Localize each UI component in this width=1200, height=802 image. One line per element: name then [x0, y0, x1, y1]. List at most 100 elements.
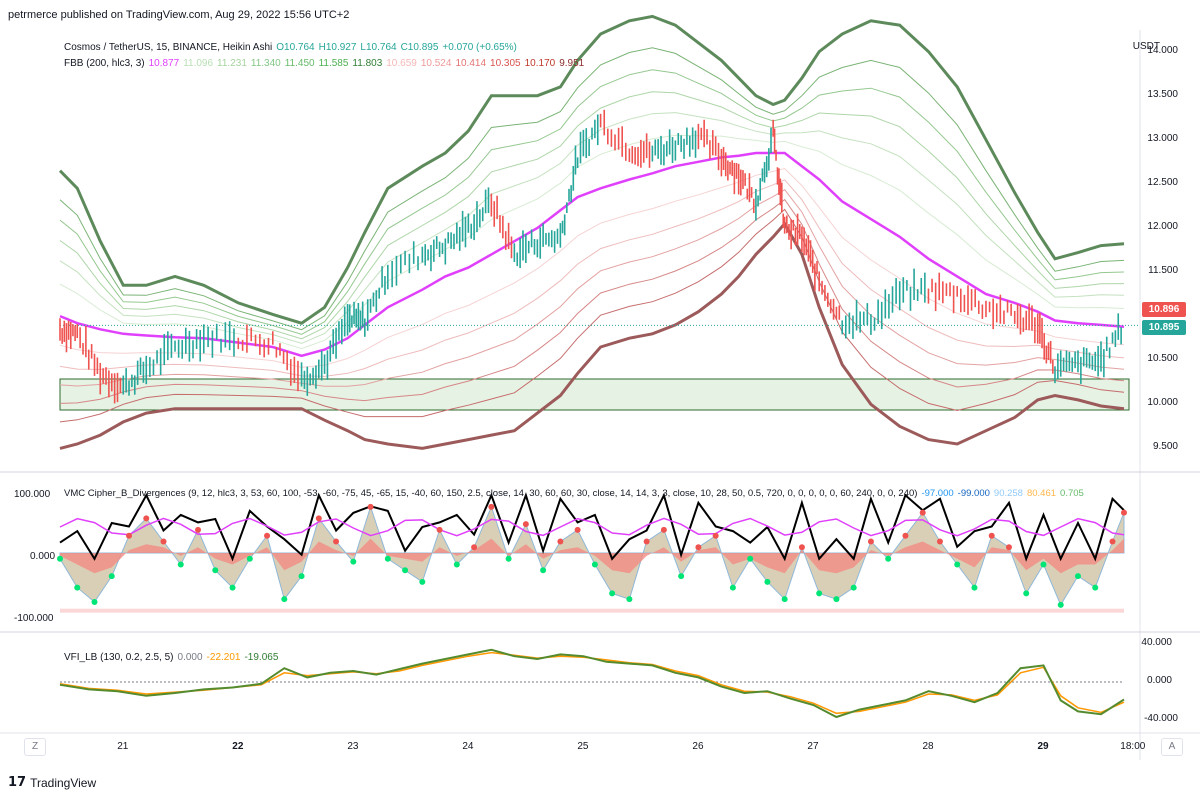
main-fbb_line-item-8: 10.659 [386, 58, 417, 69]
cipher-signal-dot [246, 555, 253, 562]
cipher-rsi-line [59, 517, 1125, 537]
fbb-lower-band-5 [59, 208, 1125, 423]
cipher-signal-dot [643, 538, 650, 545]
cipher-money-flow-area [60, 538, 1124, 574]
main-title_line-item-5: +0.070 (+0.65%) [442, 42, 517, 53]
cipher-signal-dot [540, 567, 547, 574]
cipher-signal-dot [729, 584, 736, 591]
cipher-legend-item-1: -97.000 [921, 488, 954, 499]
time-tick-6: 27 [807, 741, 819, 752]
main-fbb_line-item-13: 9.951 [559, 58, 585, 69]
price-currency-label: USDT [1132, 41, 1160, 52]
fbb-lower-band-4 [59, 198, 1125, 404]
cipher-signal-dot [522, 521, 529, 528]
main-fbb_line-item-7: 11.803 [352, 58, 383, 69]
cipher-signal-dot [419, 578, 426, 585]
support-zone-box [59, 378, 1130, 411]
time-tick-1: 22 [232, 741, 244, 752]
main-fbb_line-item-11: 10.305 [490, 58, 521, 69]
fbb-upper-band-5 [59, 47, 1125, 331]
price-tick-4: 12.000 [1147, 220, 1178, 232]
cipher-signal-dot [505, 555, 512, 562]
cipher-signal-dot [143, 515, 150, 522]
vfi-legend-item-3: -19.065 [244, 652, 279, 663]
cipher-axis-0: 0.000 [30, 551, 56, 562]
vfi-line [59, 648, 1125, 719]
fbb-upper-band-3 [59, 91, 1125, 340]
price-tag-last: 10.895 [1142, 320, 1186, 335]
cipher-signal-dot [833, 596, 840, 603]
main-fbb_line-item-4: 11.340 [250, 58, 281, 69]
main-title_line-item-3: L10.764 [360, 42, 397, 53]
cipher-signal-dot [626, 596, 633, 603]
cipher-signal-dot [195, 526, 202, 533]
fbb-upper-band-1 [59, 134, 1125, 350]
cipher-signal-dot [816, 590, 823, 597]
fbb-lower-band-3 [59, 189, 1125, 387]
price-tick-3: 12.500 [1147, 176, 1178, 188]
main-title_line-item-2: H10.927 [318, 42, 357, 53]
price-tick-1: 13.500 [1147, 88, 1178, 100]
cipher-signal-dot [867, 538, 874, 545]
fbb-legend: FBB (200, hlc3, 3) 10.877 11.096 11.231 11.3… [64, 58, 584, 69]
cipher-signal-dot [160, 538, 167, 545]
price-tick-5: 11.500 [1148, 265, 1178, 277]
cipher-signal-dot [1005, 544, 1012, 551]
fbb-lower-band-2 [59, 179, 1125, 377]
main-fbb_line-item-6: 11.585 [318, 58, 349, 69]
cipher-signal-dot [850, 584, 857, 591]
tradingview-brand[interactable]: 17 TradingView [8, 775, 96, 790]
main-fbb_line-item-0: FBB (200, hlc3, 3) [64, 58, 145, 69]
vfi-signal-line [59, 651, 1125, 715]
cipher-signal-dot [229, 584, 236, 591]
cipher-signal-dot [315, 515, 322, 522]
cipher-legend-item-2: -99.000 [957, 488, 990, 499]
cipher-signal-dot [436, 526, 443, 533]
cipher-signal-dot [902, 532, 909, 539]
cipher-signal-dot [764, 578, 771, 585]
cipher-signal-dot [971, 584, 978, 591]
cipher-signal-dot [1092, 584, 1099, 591]
time-tick-0: 21 [117, 741, 129, 752]
cipher-stoch-line [59, 492, 1125, 562]
main-title_line-item-0: Cosmos / TetherUS, 15, BINANCE, Heikin A… [64, 42, 273, 53]
cipher-signal-dot [660, 526, 667, 533]
price-tick-0: 14.000 [1147, 44, 1178, 56]
time-tick-7: 28 [922, 741, 934, 752]
vfi-legend: VFI_LB (130, 0.2, 2.5, 5) 0.000 -22.201 -19… [64, 652, 278, 663]
time-tick-3: 24 [462, 741, 474, 752]
cipher-signal-dot [126, 532, 133, 539]
fbb-upper-band-4 [59, 69, 1125, 335]
auto-scale-button[interactable]: Z [24, 738, 46, 756]
vfi-legend-item-0: VFI_LB (130, 0.2, 2.5, 5) [64, 652, 174, 663]
time-tick-8: 29 [1037, 741, 1049, 752]
auto-scale-right-button[interactable]: A [1161, 738, 1183, 756]
cipher-signal-dot [471, 544, 478, 551]
cipher-signal-dot [1109, 538, 1116, 545]
cipher-signal-dot [108, 573, 115, 580]
price-tick-7: 10.500 [1147, 353, 1178, 365]
cipher-signal-dot [1121, 509, 1127, 516]
vfi-legend-item-1: 0.000 [177, 652, 203, 663]
cipher-legend-item-3: 90.258 [993, 488, 1023, 499]
cipher-signal-dot [367, 503, 374, 510]
cipher-signal-dot [885, 555, 892, 562]
cipher-signal-dot [712, 532, 719, 539]
cipher-signal-dot [919, 509, 926, 516]
cipher-signal-dot [936, 538, 943, 545]
cipher-signal-dot [298, 573, 305, 580]
cipher-legend-item-0: VMC Cipher_B_Divergences (9, 12, hlc3, 3… [64, 488, 918, 499]
cipher-signal-dot [954, 561, 961, 568]
cipher-signal-dot [1040, 561, 1047, 568]
cipher-signal-dot [74, 584, 81, 591]
cipher-signal-dot [988, 532, 995, 539]
cipher-legend: VMC Cipher_B_Divergences (9, 12, hlc3, 3… [64, 488, 1084, 499]
vfi-legend-item-2: -22.201 [206, 652, 241, 663]
cipher-signal-dot [57, 555, 63, 562]
cipher-signal-dot [488, 503, 495, 510]
cipher-wave-area [59, 505, 1125, 606]
cipher-signal-dot [264, 532, 271, 539]
cipher-signal-dot [557, 538, 564, 545]
cipher-signal-dot [1023, 590, 1030, 597]
